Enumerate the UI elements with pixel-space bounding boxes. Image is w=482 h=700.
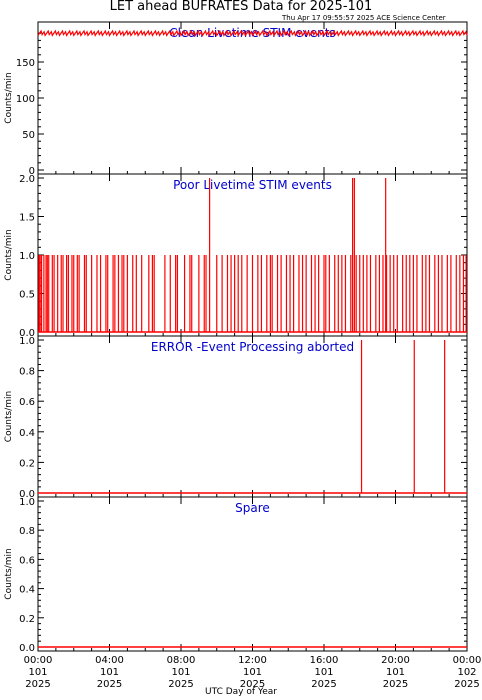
x-tick-time-label: 20:00 <box>381 655 410 666</box>
y-tick-label: 1.0 <box>19 497 35 508</box>
x-tick-year-label: 2025 <box>311 679 336 690</box>
y-axis-label: Counts/min <box>4 229 14 280</box>
y-tick-label: 0 <box>29 166 35 177</box>
x-tick-doy-label: 101 <box>386 667 405 678</box>
y-tick-label: 1.0 <box>19 251 35 262</box>
y-tick-label: 0.8 <box>19 367 35 378</box>
x-tick-time-label: 16:00 <box>310 655 339 666</box>
y-tick-label: 0.8 <box>19 526 35 537</box>
x-tick-year-label: 2025 <box>454 679 479 690</box>
y-tick-label: 100 <box>16 94 35 105</box>
x-axis-title: UTC Day of Year <box>205 687 277 697</box>
x-tick-doy-label: 102 <box>457 667 476 678</box>
y-axis-label: Counts/min <box>4 391 14 442</box>
y-tick-label: 0.4 <box>19 585 35 596</box>
x-tick-time-label: 00:00 <box>24 655 53 666</box>
panel-frame-4 <box>37 496 468 652</box>
y-axis-label: Counts/min <box>4 548 14 599</box>
panel-label: Spare <box>235 501 270 515</box>
x-tick-time-label: 12:00 <box>238 655 267 666</box>
panel-frame-1 <box>37 21 468 175</box>
y-tick-label: 0.0 <box>19 328 35 339</box>
y-tick-label: 0.0 <box>19 489 35 500</box>
y-tick-label: 0.4 <box>19 428 35 439</box>
timestamp: Thu Apr 17 09:55:57 2025 ACE Science Cen… <box>282 14 446 22</box>
y-tick-label: 1.0 <box>19 336 35 347</box>
y-tick-label: 2.0 <box>19 174 35 185</box>
y-tick-label: 150 <box>16 58 35 69</box>
panel-label: Clean Livetime STIM events <box>169 26 335 40</box>
panel-label: ERROR -Event Processing aborted <box>151 340 354 354</box>
x-tick-doy-label: 101 <box>314 667 333 678</box>
x-tick-year-label: 2025 <box>383 679 408 690</box>
x-tick-year-label: 2025 <box>97 679 122 690</box>
panel-label: Poor Livetime STIM events <box>173 178 332 192</box>
x-tick-time-label: 00:00 <box>453 655 482 666</box>
x-tick-doy-label: 101 <box>243 667 262 678</box>
x-tick-doy-label: 101 <box>100 667 119 678</box>
y-tick-label: 0.6 <box>19 555 35 566</box>
y-tick-label: 0.0 <box>19 643 35 654</box>
y-tick-label: 0.5 <box>19 290 35 301</box>
y-axis-label: Counts/min <box>4 72 14 123</box>
series-line <box>37 29 468 37</box>
y-tick-label: 1.5 <box>19 213 35 224</box>
chart-title: LET ahead BUFRATES Data for 2025-101 <box>109 0 373 14</box>
y-tick-label: 0.2 <box>19 614 35 625</box>
x-tick-year-label: 2025 <box>25 679 50 690</box>
x-tick-year-label: 2025 <box>168 679 193 690</box>
y-tick-label: 0.2 <box>19 458 35 469</box>
y-tick-label: 0.6 <box>19 397 35 408</box>
x-tick-doy-label: 101 <box>171 667 190 678</box>
y-tick-label: 50 <box>22 130 35 141</box>
x-tick-year-label: 2025 <box>240 679 265 690</box>
panel-frame-3 <box>37 335 468 498</box>
x-tick-doy-label: 101 <box>28 667 47 678</box>
x-tick-time-label: 04:00 <box>95 655 124 666</box>
x-tick-time-label: 08:00 <box>167 655 196 666</box>
